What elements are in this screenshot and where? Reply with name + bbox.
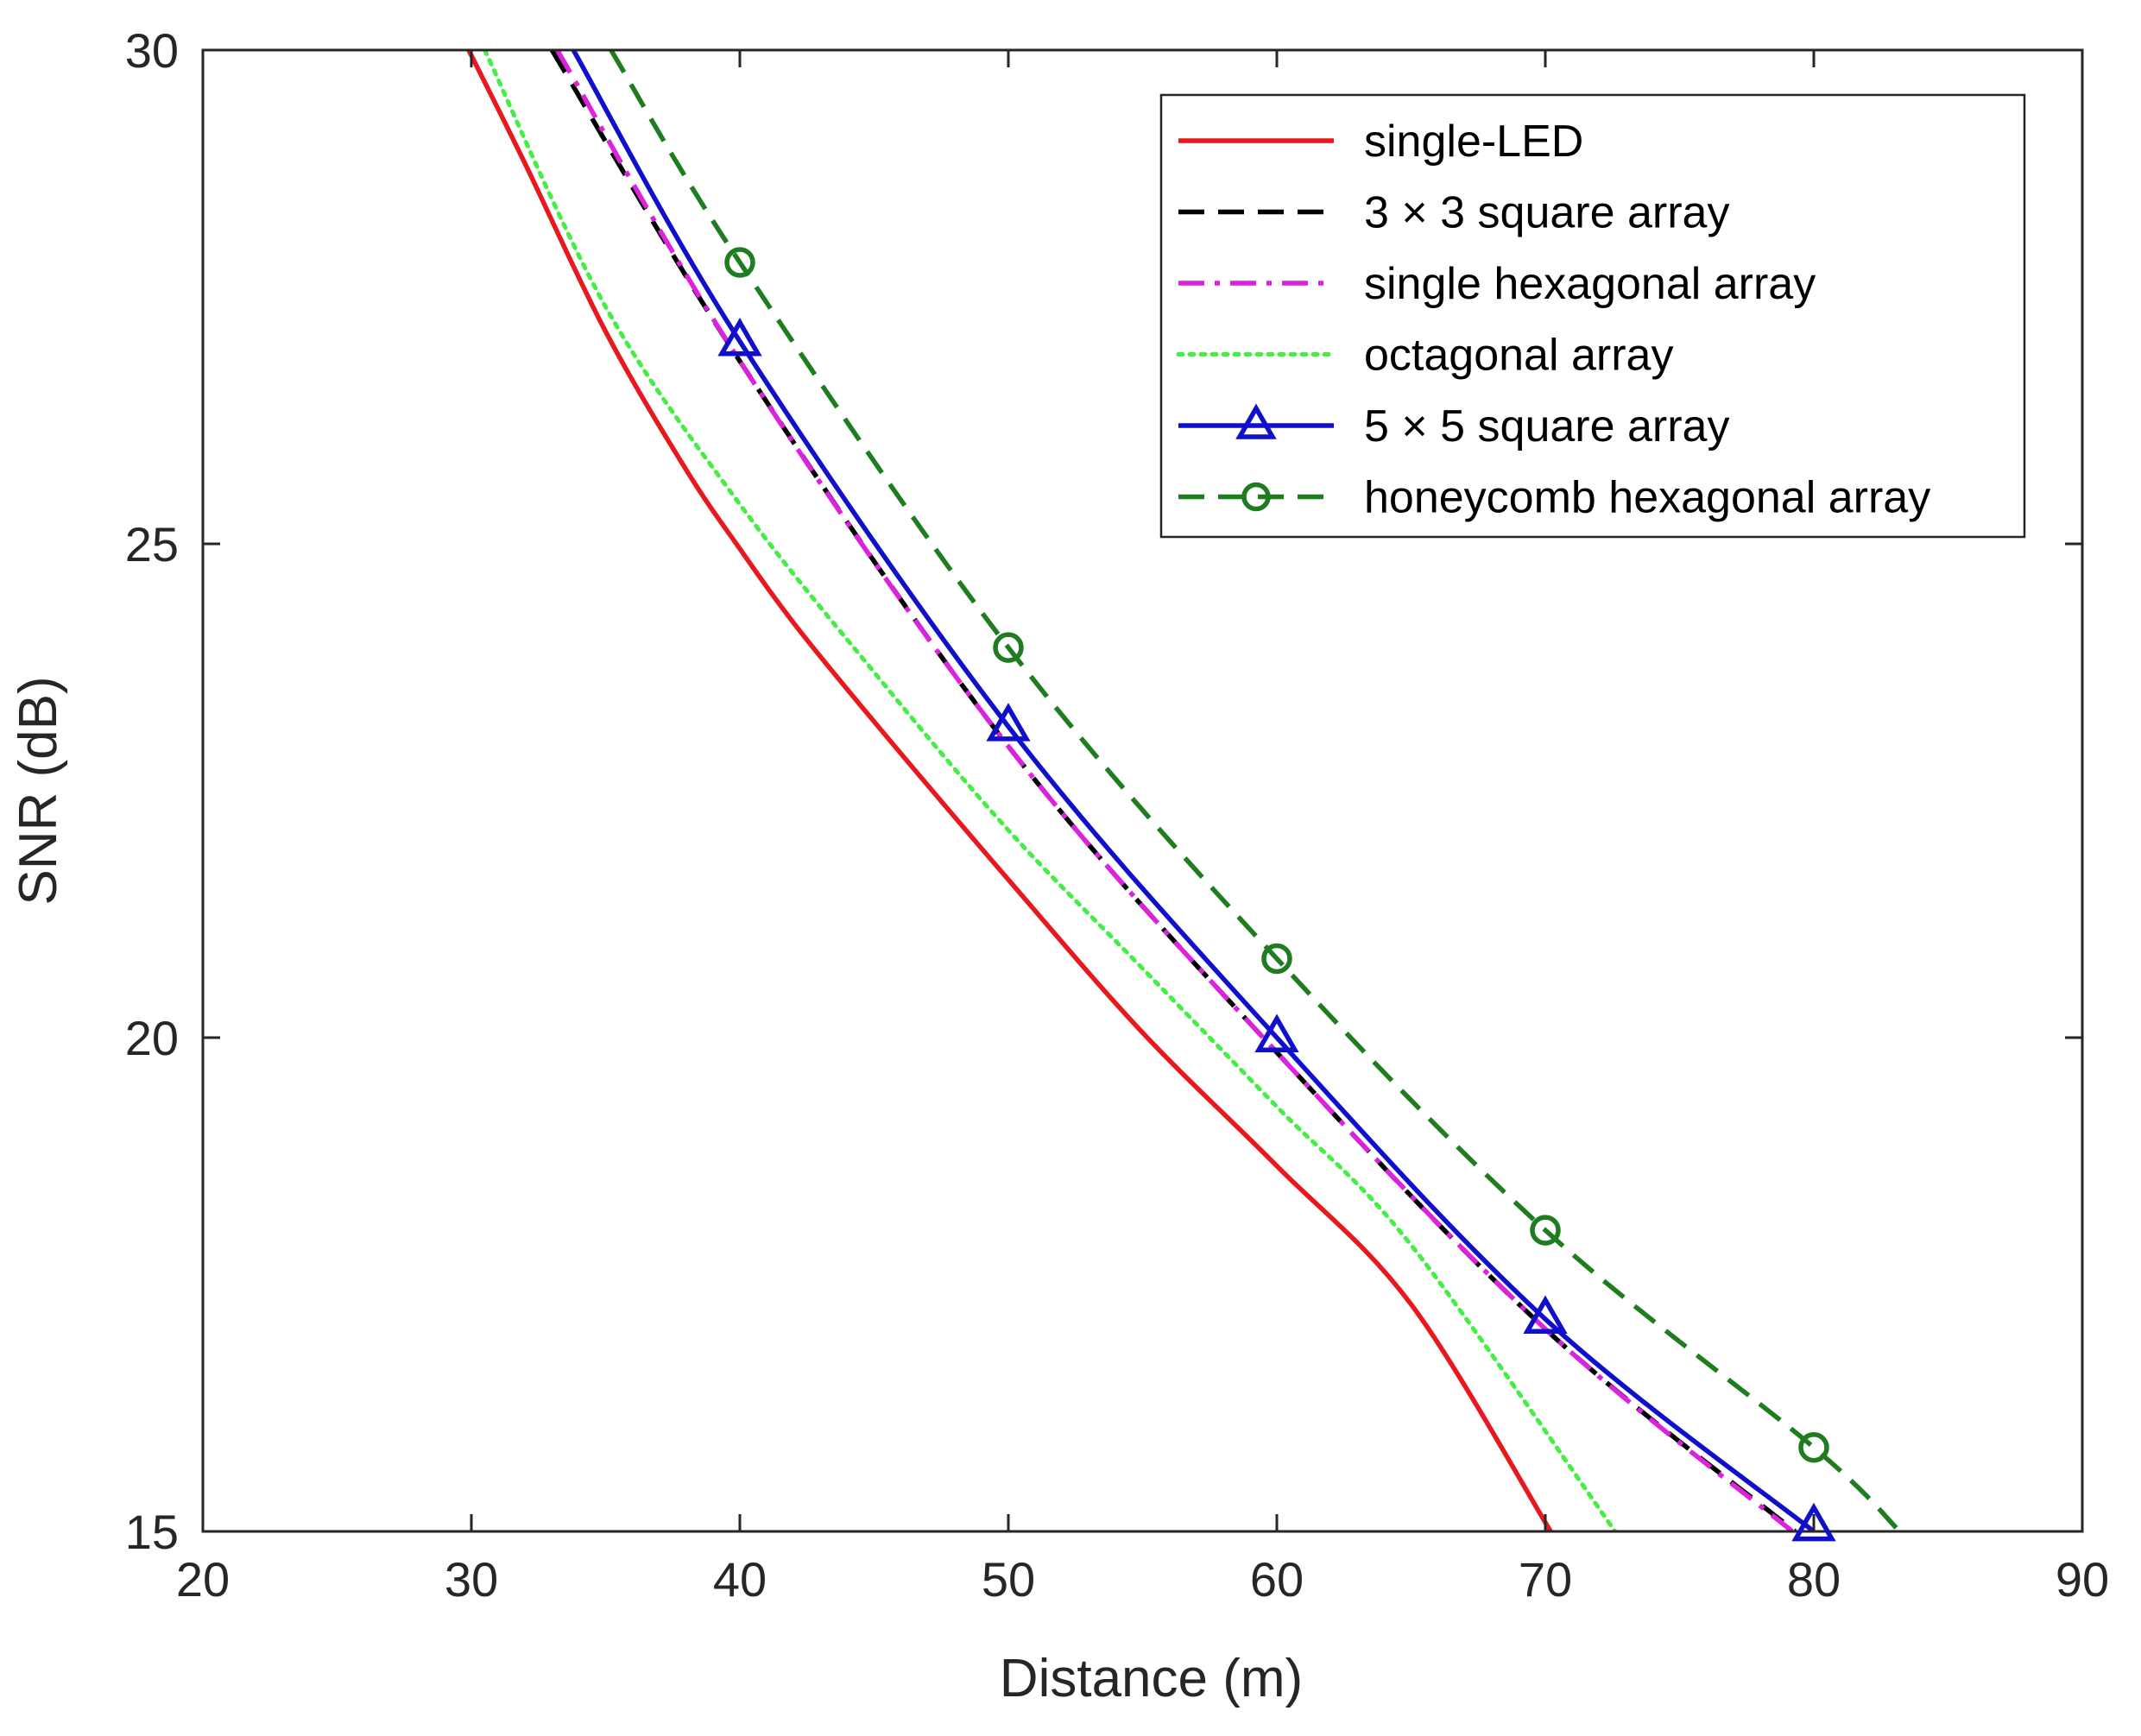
legend-label: 3 × 3 square array [1364, 188, 1729, 238]
y-tick-label: 30 [125, 23, 179, 78]
x-tick-label: 20 [176, 1552, 230, 1607]
marker-triangle-4-4 [1791, 1502, 1836, 1542]
x-tick-label: 50 [982, 1552, 1035, 1607]
x-axis-title: Distance (m) [1000, 1649, 1303, 1708]
y-axis-title: SNR (dB) [9, 676, 68, 905]
x-tick-label: 70 [1519, 1552, 1572, 1607]
marker-circle-5-1 [993, 632, 1024, 663]
series-line-2 [555, 50, 1794, 1531]
legend-label: 5 × 5 square array [1364, 401, 1729, 451]
series-line-5 [609, 50, 1902, 1531]
marker-circle-5-0 [724, 247, 755, 278]
series-line-0 [466, 50, 1553, 1531]
legend-label: single-LED [1364, 117, 1583, 167]
legend-marker-triangle [1235, 403, 1277, 439]
x-tick-label: 80 [1787, 1552, 1841, 1607]
series-line-4 [571, 50, 1816, 1531]
marker-circle-5-4 [1798, 1432, 1829, 1463]
x-tick-label: 30 [445, 1552, 498, 1607]
marker-triangle-4-1 [986, 703, 1031, 742]
y-tick-label: 25 [125, 517, 179, 571]
x-tick-label: 90 [2056, 1552, 2109, 1607]
series-line-3 [483, 50, 1618, 1531]
axes-box [201, 48, 2084, 1533]
x-tick-label: 40 [713, 1552, 767, 1607]
legend-label: octagonal array [1364, 331, 1673, 381]
marker-triangle-4-0 [717, 317, 762, 357]
legend-marker-circle [1241, 482, 1271, 512]
legend-label: single hexagonal array [1364, 259, 1816, 309]
marker-triangle-4-2 [1254, 1013, 1299, 1053]
legend: single-LED 3 × 3 square array single hexag… [1159, 93, 2026, 539]
legend-box [1159, 93, 2026, 539]
marker-circle-5-2 [1261, 943, 1292, 975]
y-tick-label: 20 [125, 1011, 179, 1065]
x-tick-label: 60 [1250, 1552, 1304, 1607]
legend-label: honeycomb hexagonal array [1364, 473, 1930, 523]
y-tick-label: 15 [125, 1505, 179, 1559]
marker-circle-5-3 [1530, 1215, 1561, 1246]
plot-area [466, 50, 1902, 1531]
marker-triangle-4-3 [1523, 1295, 1568, 1335]
